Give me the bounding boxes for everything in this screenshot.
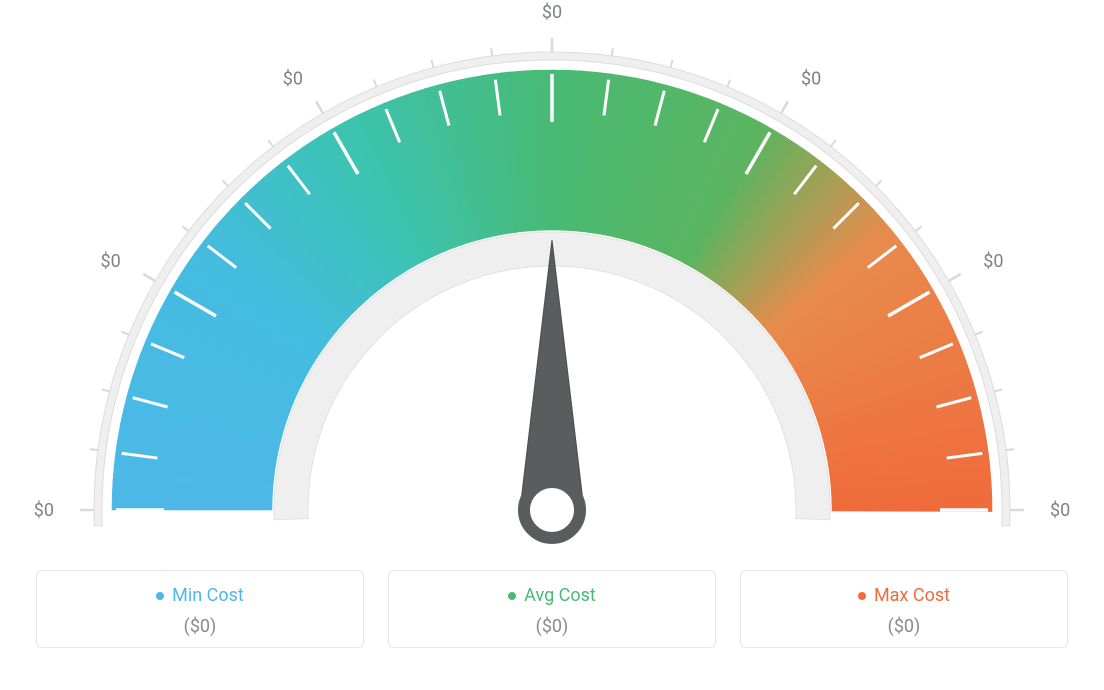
gauge-minor-tick-outer [431, 60, 433, 68]
gauge-minor-tick-outer [876, 180, 882, 186]
legend-label-max: Max Cost [874, 585, 950, 606]
legend-value-min: ($0) [47, 616, 353, 637]
gauge-minor-tick-outer [182, 226, 188, 231]
gauge-minor-tick-outer [121, 332, 128, 335]
gauge-minor-tick-outer [727, 79, 730, 86]
legend-label-avg: Avg Cost [524, 585, 596, 606]
legend-value-avg: ($0) [399, 616, 705, 637]
gauge-tick-label: $0 [542, 2, 562, 23]
gauge-tick-label: $0 [801, 69, 821, 90]
legend-dot-min [156, 592, 164, 600]
legend-card-avg: Avg Cost ($0) [388, 570, 716, 649]
gauge-minor-tick-outer [671, 60, 673, 68]
legend-card-min: Min Cost ($0) [36, 570, 364, 649]
gauge-tick-label: $0 [983, 251, 1003, 272]
gauge-minor-tick-outer [90, 449, 98, 450]
gauge-minor-tick-outer [222, 180, 228, 186]
legend-label-min: Min Cost [172, 585, 244, 606]
gauge-tick-label: $0 [34, 500, 54, 521]
gauge-needle [520, 240, 584, 510]
gauge-chart: $0 $0 $0 $0 $0 $0 $0 [0, 0, 1104, 560]
legend-dot-max [858, 592, 866, 600]
gauge-hub [524, 482, 580, 538]
gauge-minor-tick-outer [975, 332, 982, 335]
legend-row: Min Cost ($0) Avg Cost ($0) Max Cost ($0… [36, 570, 1068, 649]
gauge-minor-tick-outer [491, 48, 492, 56]
gauge-minor-tick-outer [102, 389, 110, 391]
gauge-major-tick [143, 274, 155, 281]
gauge-minor-tick-outer [268, 140, 273, 146]
gauge-major-tick [781, 101, 788, 113]
legend-value-max: ($0) [751, 616, 1057, 637]
gauge-tick-label: $0 [100, 251, 120, 272]
legend-card-max: Max Cost ($0) [740, 570, 1068, 649]
gauge-minor-tick-outer [1006, 449, 1014, 450]
gauge-major-tick [316, 101, 323, 113]
gauge-major-tick [949, 274, 961, 281]
gauge-minor-tick-outer [612, 48, 613, 56]
gauge-tick-label: $0 [283, 69, 303, 90]
legend-dot-avg [508, 592, 516, 600]
gauge-tick-label: $0 [1050, 500, 1070, 521]
gauge-minor-tick-outer [831, 140, 836, 146]
gauge-minor-tick-outer [915, 226, 921, 231]
gauge-minor-tick-outer [374, 79, 377, 86]
gauge-minor-tick-outer [994, 389, 1002, 391]
